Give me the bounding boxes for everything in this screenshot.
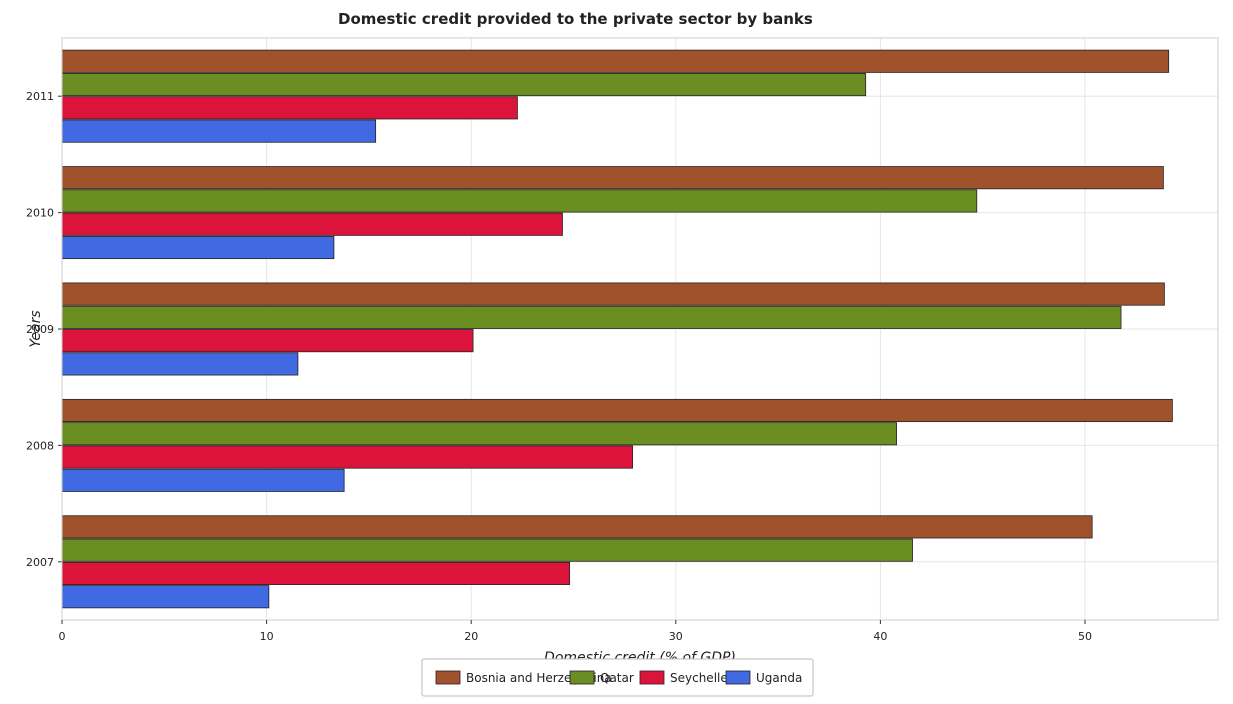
bar-qatar-2008 (61, 422, 897, 446)
chart-title: Domestic credit provided to the private … (338, 10, 813, 28)
plot-area: 2007 2008 2009 2010 2011 0 10 20 30 40 50 (26, 37, 1219, 643)
bar-seychelles-2009 (61, 329, 474, 353)
bar-bosnia-and-herzegovina-2008 (61, 398, 1173, 423)
x-tick-label: 10 (260, 630, 274, 643)
bar-qatar-2009 (61, 305, 1122, 329)
bar-uganda-2007 (61, 585, 270, 609)
y-tick-label: 2010 (26, 207, 54, 220)
bar-qatar-2010 (61, 189, 978, 213)
plot-border (61, 37, 1219, 621)
bar-seychelles-2011 (61, 96, 518, 120)
y-tick-label: 2011 (26, 90, 54, 103)
y-tick-label: 2008 (26, 439, 54, 452)
x-tick-label: 30 (669, 630, 683, 643)
bar-qatar-2011 (61, 73, 867, 97)
bar-seychelles-2010 (61, 212, 563, 236)
bar-bosnia-and-herzegovina-2011 (61, 49, 1170, 73)
legend-label: Uganda (756, 671, 802, 685)
x-tick-label: 0 (59, 630, 66, 643)
legend-box (421, 658, 814, 697)
bar-uganda-2011 (61, 119, 377, 143)
y-axis-label: Years (28, 310, 44, 347)
bar-bosnia-and-herzegovina-2007 (61, 515, 1093, 539)
y-tick-label: 2009 (26, 323, 54, 336)
legend-swatch (725, 670, 751, 685)
bar-seychelles-2008 (61, 445, 634, 469)
x-tick-label: 50 (1078, 630, 1092, 643)
y-tick-label: 2007 (26, 556, 54, 569)
bar-bosnia-and-herzegovina-2009 (61, 282, 1165, 306)
legend-swatch (639, 670, 665, 685)
bar-qatar-2007 (61, 538, 913, 562)
x-tick-label: 40 (873, 630, 887, 643)
x-tick-label: 20 (464, 630, 478, 643)
legend-swatch (569, 670, 595, 685)
bar-uganda-2010 (61, 235, 335, 260)
bar-seychelles-2007 (61, 561, 571, 585)
legend-label: Qatar (600, 671, 634, 685)
bar-bosnia-and-herzegovina-2010 (61, 166, 1164, 190)
legend-label: Seychelles (670, 671, 734, 685)
bar-uganda-2009 (61, 352, 299, 376)
legend-swatch (435, 670, 461, 685)
bar-uganda-2008 (61, 468, 345, 492)
